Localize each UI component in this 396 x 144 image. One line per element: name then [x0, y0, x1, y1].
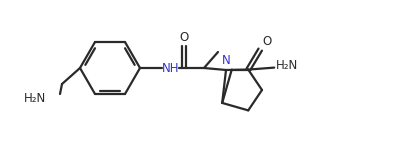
- Text: O: O: [262, 35, 272, 48]
- Text: H₂N: H₂N: [24, 91, 46, 105]
- Text: O: O: [179, 31, 188, 44]
- Text: NH: NH: [162, 61, 179, 74]
- Text: N: N: [222, 54, 230, 67]
- Text: H₂N: H₂N: [276, 59, 299, 72]
